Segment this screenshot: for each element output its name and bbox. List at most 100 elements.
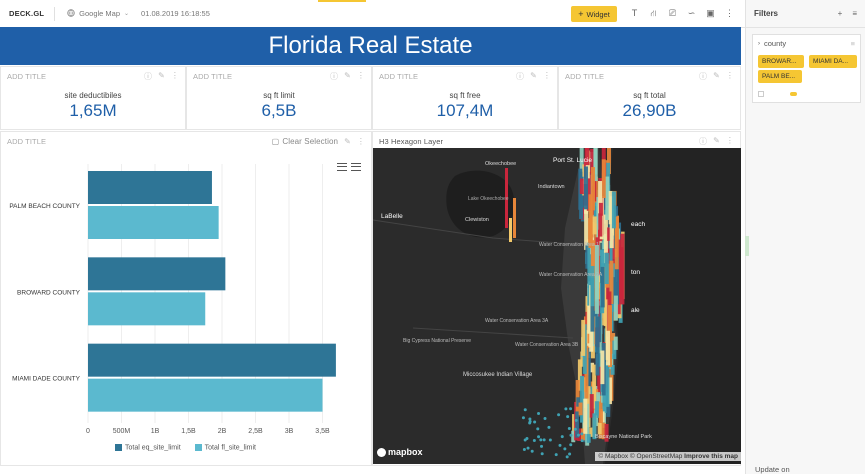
hexagon-cell xyxy=(542,438,546,442)
hexagon-map[interactable]: Okeechobee Port St. Lucie Indiantown Lak… xyxy=(373,148,741,464)
more-vertical-icon[interactable]: ⋮ xyxy=(725,135,734,145)
hexagon-cell xyxy=(580,439,584,443)
hexagon-column xyxy=(579,178,584,194)
chart-menu-icon[interactable] xyxy=(337,163,347,171)
bar[interactable] xyxy=(88,257,226,291)
kpi-label: site deductibiles xyxy=(64,91,122,100)
panel-title[interactable]: ADD TITLE xyxy=(7,71,47,81)
edit-icon[interactable]: ✎ xyxy=(158,70,165,80)
kpi-label: sq ft total xyxy=(633,91,666,100)
category-label: BROWARD COUNTY xyxy=(17,289,81,296)
x-tick-label: 1B xyxy=(151,428,160,435)
attribution-text[interactable]: © Mapbox © OpenStreetMap xyxy=(598,453,683,460)
toolbar-divider xyxy=(54,6,56,21)
map-label: Biscayne National Park xyxy=(595,434,652,440)
info-icon[interactable]: ⓘ xyxy=(329,71,339,81)
hexagon-column xyxy=(593,148,598,175)
monitor-icon[interactable]: ▣ xyxy=(706,8,715,18)
edit-icon[interactable]: ✎ xyxy=(344,136,351,146)
bar[interactable] xyxy=(88,171,212,204)
hexagon-column xyxy=(608,190,613,225)
clear-selection-icon: ▢ xyxy=(271,136,280,146)
bar[interactable] xyxy=(88,378,323,412)
hexagon-column xyxy=(590,148,595,174)
hexagon-column xyxy=(603,214,608,253)
hexagon-column xyxy=(594,245,599,314)
hexagon-cell xyxy=(537,411,541,415)
sidebar-drag-handle[interactable] xyxy=(745,236,749,256)
clear-selection-button[interactable]: ▢ Clear Selection xyxy=(272,137,338,146)
hexagon-column xyxy=(577,359,582,391)
hexagon-cell xyxy=(525,436,529,440)
filters-title: Filters xyxy=(754,9,779,18)
hexagon-cell xyxy=(569,433,573,437)
info-icon[interactable]: ⓘ xyxy=(698,71,708,81)
chevron-right-icon[interactable]: › xyxy=(758,40,760,47)
legend-item[interactable]: Total fl_site_limit xyxy=(194,444,256,451)
filter-menu-icon[interactable]: ≡ xyxy=(852,9,857,18)
panel-title[interactable]: ADD TITLE xyxy=(7,136,47,146)
bar[interactable] xyxy=(88,343,336,377)
chart-menu-icon-secondary[interactable] xyxy=(351,163,361,171)
hexagon-column xyxy=(601,159,606,199)
filter-chip[interactable]: BROWAR... xyxy=(758,55,804,68)
info-icon[interactable]: ⓘ xyxy=(143,71,153,81)
map-label: Miccosukee Indian Village xyxy=(463,372,533,378)
map-label: each xyxy=(631,221,645,228)
info-icon[interactable]: ⓘ xyxy=(698,136,708,146)
legend-item[interactable]: Total eq_site_limit xyxy=(115,444,181,451)
mapbox-logo[interactable]: mapbox xyxy=(377,447,423,457)
paint-bucket-icon[interactable]: ⛙ xyxy=(650,8,657,18)
edit-icon[interactable]: ✎ xyxy=(530,70,537,80)
info-icon[interactable]: ⓘ xyxy=(515,71,525,81)
code-icon[interactable]: ⎚ xyxy=(668,8,677,18)
share-icon[interactable]: ∽ xyxy=(687,8,696,18)
more-vertical-icon[interactable]: ⋮ xyxy=(170,70,179,80)
more-vertical-icon[interactable]: ⋮ xyxy=(356,70,365,80)
hexagon-column xyxy=(600,266,605,308)
panel-title[interactable]: ADD TITLE xyxy=(565,71,605,81)
hexagon-column xyxy=(583,398,588,434)
hexagon-column xyxy=(580,375,585,423)
filter-chip[interactable]: PALM BE... xyxy=(758,70,802,83)
hexagon-cell xyxy=(537,435,541,439)
hexagon-column xyxy=(580,351,585,367)
hexagon-cell xyxy=(548,438,552,442)
bar[interactable] xyxy=(88,292,206,326)
panel-title[interactable]: ADD TITLE xyxy=(379,71,419,81)
map-source-select[interactable]: Google Map ⌄ xyxy=(67,8,130,19)
panel-title[interactable]: H3 Hexagon Layer xyxy=(379,136,444,146)
hexagon-column xyxy=(588,194,593,248)
hexagon-cell xyxy=(569,407,573,411)
edit-icon[interactable]: ✎ xyxy=(344,70,351,80)
edit-icon[interactable]: ✎ xyxy=(713,135,720,145)
filter-chip[interactable]: MIAMI DA... xyxy=(809,55,857,68)
add-widget-button[interactable]: + Widget xyxy=(571,6,617,22)
hexagon-cell xyxy=(580,432,584,436)
kpi-card-sqft-free: ADD TITLE ⓘ ✎ ⋮ sq ft free 107,4M xyxy=(372,66,558,130)
hexagon-cell xyxy=(540,444,544,448)
edit-icon[interactable]: ✎ xyxy=(713,70,720,80)
filter-settings-icon[interactable] xyxy=(758,91,764,97)
more-vertical-icon[interactable]: ⋮ xyxy=(725,70,734,80)
hexagon-column xyxy=(614,216,619,270)
more-vertical-icon[interactable]: ⋮ xyxy=(725,8,734,18)
dashboard-title-banner: Florida Real Estate xyxy=(0,27,741,65)
add-filter-icon[interactable]: + xyxy=(837,9,843,18)
hexagon-cell xyxy=(573,427,577,431)
hexagon-column xyxy=(614,257,619,305)
improve-map-link[interactable]: Improve this map xyxy=(684,453,738,460)
panel-title[interactable]: ADD TITLE xyxy=(193,71,233,81)
clear-selection-label: Clear Selection xyxy=(282,136,339,146)
hexagon-column xyxy=(598,409,603,424)
more-vertical-icon[interactable]: ⋮ xyxy=(356,136,365,146)
x-tick-label: 0 xyxy=(86,428,90,435)
filter-card-menu-icon[interactable]: ≡ xyxy=(850,39,855,48)
more-vertical-icon[interactable]: ⋮ xyxy=(542,70,551,80)
filter-toggle-icon[interactable] xyxy=(790,92,797,96)
hexagon-column xyxy=(593,189,598,233)
chevron-down-icon: ⌄ xyxy=(124,11,130,17)
text-format-icon[interactable]: T xyxy=(631,8,638,18)
bar[interactable] xyxy=(88,206,219,239)
globe-icon xyxy=(67,8,75,19)
